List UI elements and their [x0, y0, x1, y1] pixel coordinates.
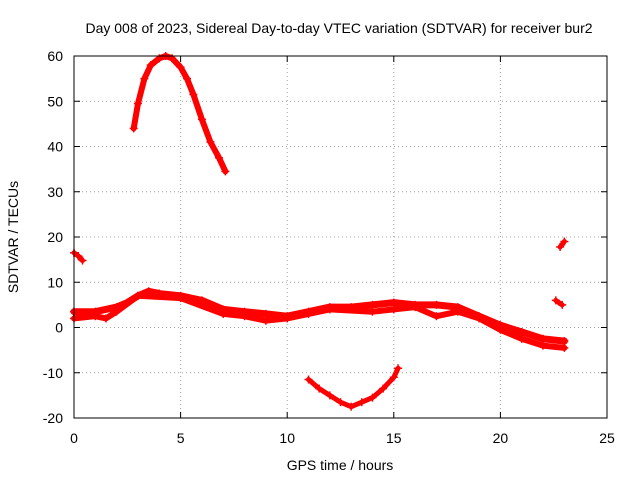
data-point [182, 74, 191, 83]
series-layer [70, 52, 569, 411]
data-point [304, 375, 313, 384]
data-point [112, 307, 121, 316]
data-point [261, 316, 270, 325]
data-point [133, 291, 142, 300]
data-point [368, 300, 377, 309]
data-point [197, 115, 206, 124]
data-point [336, 398, 345, 407]
data-point [432, 300, 441, 309]
data-point [133, 99, 142, 108]
y-tick-label: 50 [47, 93, 63, 109]
y-tick-label: 60 [47, 48, 63, 64]
data-point [129, 124, 138, 133]
data-point [368, 393, 377, 402]
data-point [560, 343, 569, 352]
data-point [411, 303, 420, 312]
y-tick-label: 20 [47, 229, 63, 245]
grid-lines [74, 56, 607, 418]
data-point [560, 237, 569, 246]
series-arc-c-lower [71, 292, 568, 351]
x-tick-label: 10 [279, 430, 295, 446]
data-point [556, 242, 565, 251]
data-point [206, 137, 215, 146]
data-point [517, 334, 526, 343]
data-point [389, 305, 398, 314]
data-point [368, 307, 377, 316]
data-point [146, 61, 155, 70]
y-tick-label: -20 [43, 410, 63, 426]
data-point [517, 328, 526, 337]
x-tick-labels: 0 5 10 15 20 25 [70, 430, 615, 446]
series-arc-d [306, 365, 401, 410]
data-point [176, 63, 185, 72]
data-point [453, 307, 462, 316]
chart-title: Day 008 of 2023, Sidereal Day-to-day VTE… [85, 20, 592, 36]
data-point [539, 341, 548, 350]
data-point [539, 334, 548, 343]
y-tick-labels: -20 -10 0 10 20 30 40 50 60 [43, 48, 63, 426]
series-arc-b [130, 53, 229, 175]
data-point [357, 398, 366, 407]
data-point [389, 298, 398, 307]
data-point [189, 90, 198, 99]
data-point [91, 312, 100, 321]
y-tick-label: -10 [43, 365, 63, 381]
x-tick-label: 0 [70, 430, 78, 446]
data-point [219, 309, 228, 318]
data-point [304, 309, 313, 318]
data-point [325, 391, 334, 400]
data-point [560, 337, 569, 346]
data-point [214, 153, 223, 162]
data-point [101, 314, 110, 323]
data-point [240, 312, 249, 321]
y-tick-label: 30 [47, 184, 63, 200]
data-point [432, 312, 441, 321]
data-point [389, 373, 398, 382]
data-point [221, 167, 230, 176]
data-point [261, 309, 270, 318]
data-point [283, 314, 292, 323]
plot-frame [73, 55, 608, 419]
data-point [496, 325, 505, 334]
x-tick-label: 5 [177, 430, 185, 446]
data-point [558, 300, 567, 309]
data-point [315, 384, 324, 393]
data-point [347, 402, 356, 411]
data-point [551, 296, 560, 305]
data-point [140, 74, 149, 83]
data-point [176, 294, 185, 303]
data-point [379, 384, 388, 393]
y-tick-label: 40 [47, 139, 63, 155]
data-point [325, 305, 334, 314]
data-point [475, 314, 484, 323]
y-tick-label: 10 [47, 274, 63, 290]
y-axis-label: SDTVAR / TECUs [5, 181, 21, 293]
y-tick-label: 0 [55, 320, 63, 336]
x-tick-label: 20 [493, 430, 509, 446]
data-point [74, 252, 83, 261]
data-point [78, 256, 87, 265]
axis-ticks [73, 55, 608, 419]
x-axis-label: GPS time / hours [287, 457, 394, 473]
x-tick-label: 25 [599, 430, 615, 446]
x-tick-label: 15 [386, 430, 402, 446]
data-point [394, 364, 403, 373]
